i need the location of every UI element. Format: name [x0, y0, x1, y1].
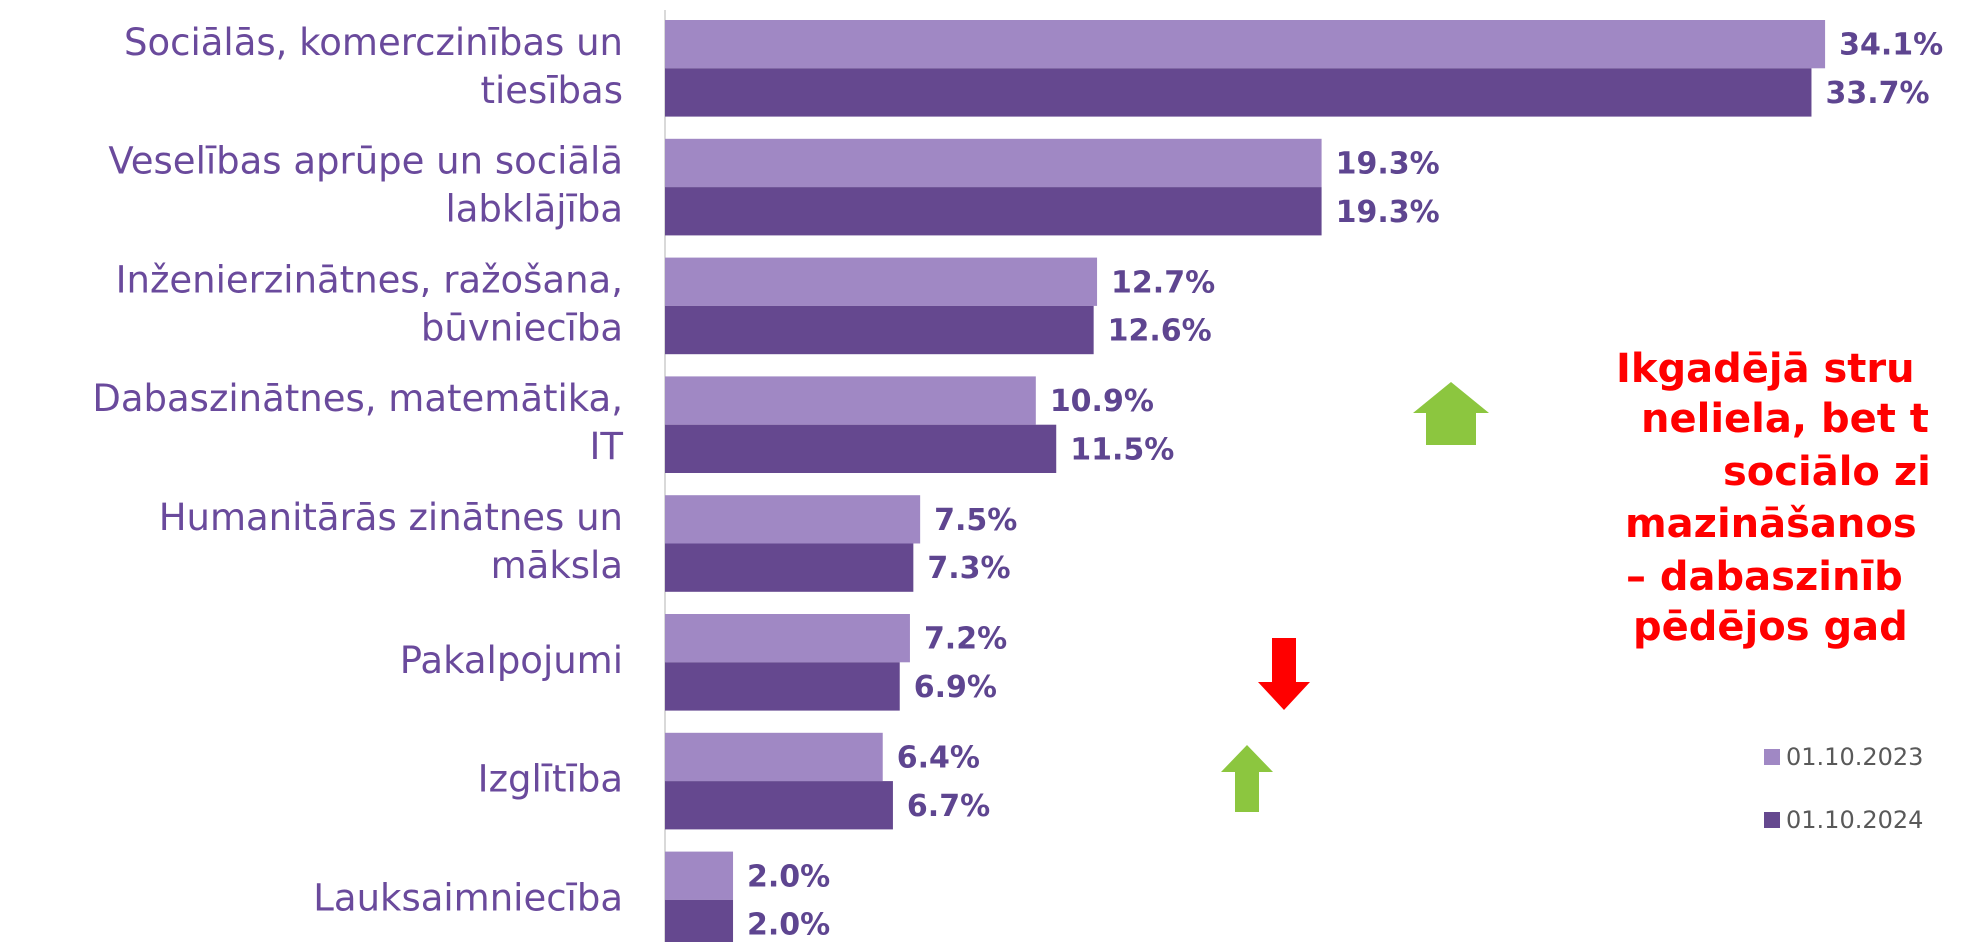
category-label: Veselības aprūpe un sociālā [108, 140, 623, 183]
bar [665, 20, 1826, 69]
category-label: māksla [491, 544, 623, 587]
value-label: 34.1% [1839, 28, 1943, 63]
bar [665, 257, 1098, 306]
value-label: 12.7% [1111, 265, 1215, 300]
bar [665, 732, 883, 782]
annotation: neliela, bet t [1641, 396, 1929, 442]
category-label: Dabaszinātnes, matemātika, [92, 377, 623, 420]
legend-label: 01.10.2023 [1786, 743, 1923, 771]
bar [665, 899, 734, 942]
bar [665, 543, 914, 592]
annotation: sociālo zi [1723, 449, 1931, 495]
value-label: 2.0% [747, 908, 830, 942]
legend-label: 01.10.2024 [1786, 806, 1923, 834]
bar [665, 138, 1322, 188]
legend-swatch [1764, 812, 1780, 828]
value-label: 19.3% [1336, 195, 1440, 230]
value-label: 11.5% [1070, 432, 1174, 467]
bar [665, 187, 1322, 236]
annotation: Ikgadējā stru [1616, 346, 1915, 392]
category-label: tiesības [480, 69, 623, 112]
category-label: labklājība [445, 188, 623, 231]
bar [665, 376, 1036, 425]
value-label: 6.4% [897, 740, 980, 775]
value-label: 12.6% [1108, 314, 1212, 349]
category-label: Izglītība [478, 758, 623, 801]
arrow-up [1413, 382, 1489, 445]
value-label: 6.9% [914, 670, 997, 705]
bar [665, 305, 1094, 355]
category-label: būvniecība [421, 306, 623, 349]
value-label: 33.7% [1825, 76, 1929, 111]
value-label: 19.3% [1336, 146, 1440, 181]
value-label: 7.2% [924, 622, 1007, 657]
bar [665, 662, 900, 711]
value-label: 7.5% [934, 503, 1017, 538]
arrow-down [1258, 638, 1310, 710]
bar [665, 68, 1812, 117]
category-label: Inženierzinātnes, ražošana, [116, 258, 623, 301]
bar [665, 614, 910, 663]
bar [665, 424, 1057, 473]
legend-swatch [1764, 749, 1780, 765]
annotation: – dabaszinīb [1626, 554, 1903, 600]
category-label: Pakalpojumi [400, 639, 623, 682]
value-label: 10.9% [1050, 384, 1154, 419]
category-label: IT [589, 425, 623, 468]
arrow-up [1221, 745, 1273, 812]
category-label: Humanitārās zinātnes un [159, 496, 623, 539]
category-label: Sociālās, komerczinības un [124, 21, 623, 64]
annotation: pēdējos gad [1633, 604, 1908, 650]
bar [665, 781, 893, 830]
annotation: mazināšanos [1625, 501, 1917, 547]
bar [665, 495, 921, 544]
category-label: Lauksaimniecība [313, 876, 623, 919]
bar [665, 851, 734, 900]
value-label: 7.3% [927, 551, 1010, 586]
value-label: 2.0% [747, 859, 830, 894]
value-label: 6.7% [907, 789, 990, 824]
